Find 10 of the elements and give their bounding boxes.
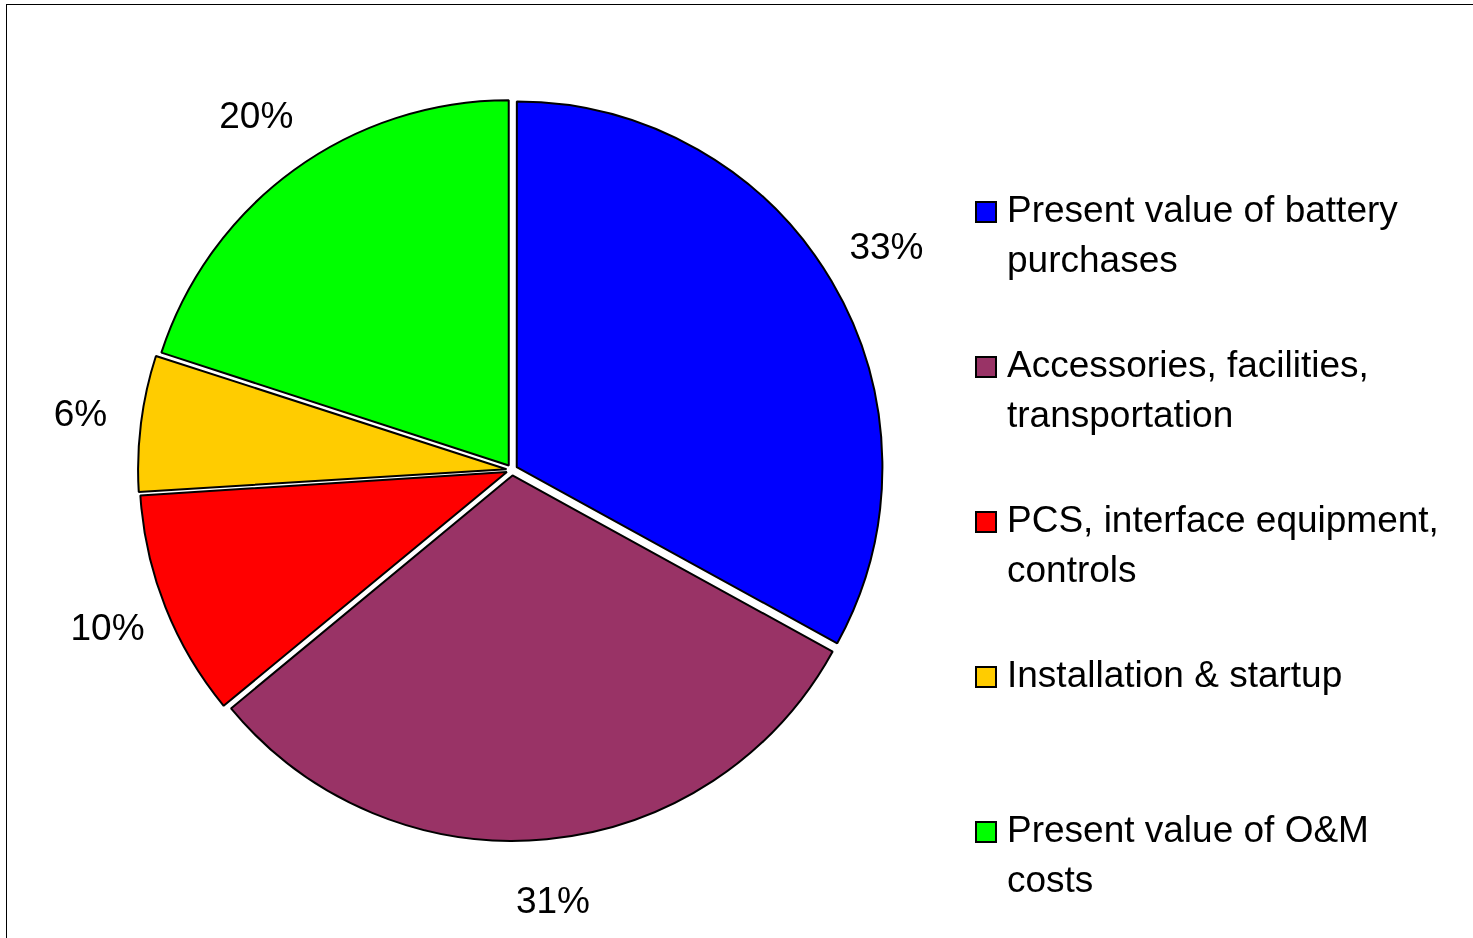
- legend-label: Installation & startup: [1007, 653, 1343, 697]
- data-label: 33%: [849, 225, 924, 267]
- legend-label: PCS, interface equipment, controls: [1007, 498, 1440, 592]
- legend-label: Present value of O&M costs: [1007, 808, 1370, 902]
- data-label: 6%: [53, 392, 108, 434]
- legend-label: Present value of battery purchases: [1007, 188, 1399, 282]
- data-label: 20%: [219, 95, 294, 137]
- data-label: 31%: [515, 880, 590, 922]
- legend-label: Accessories, facilities, transportation: [1007, 343, 1370, 437]
- data-label: 10%: [70, 607, 145, 649]
